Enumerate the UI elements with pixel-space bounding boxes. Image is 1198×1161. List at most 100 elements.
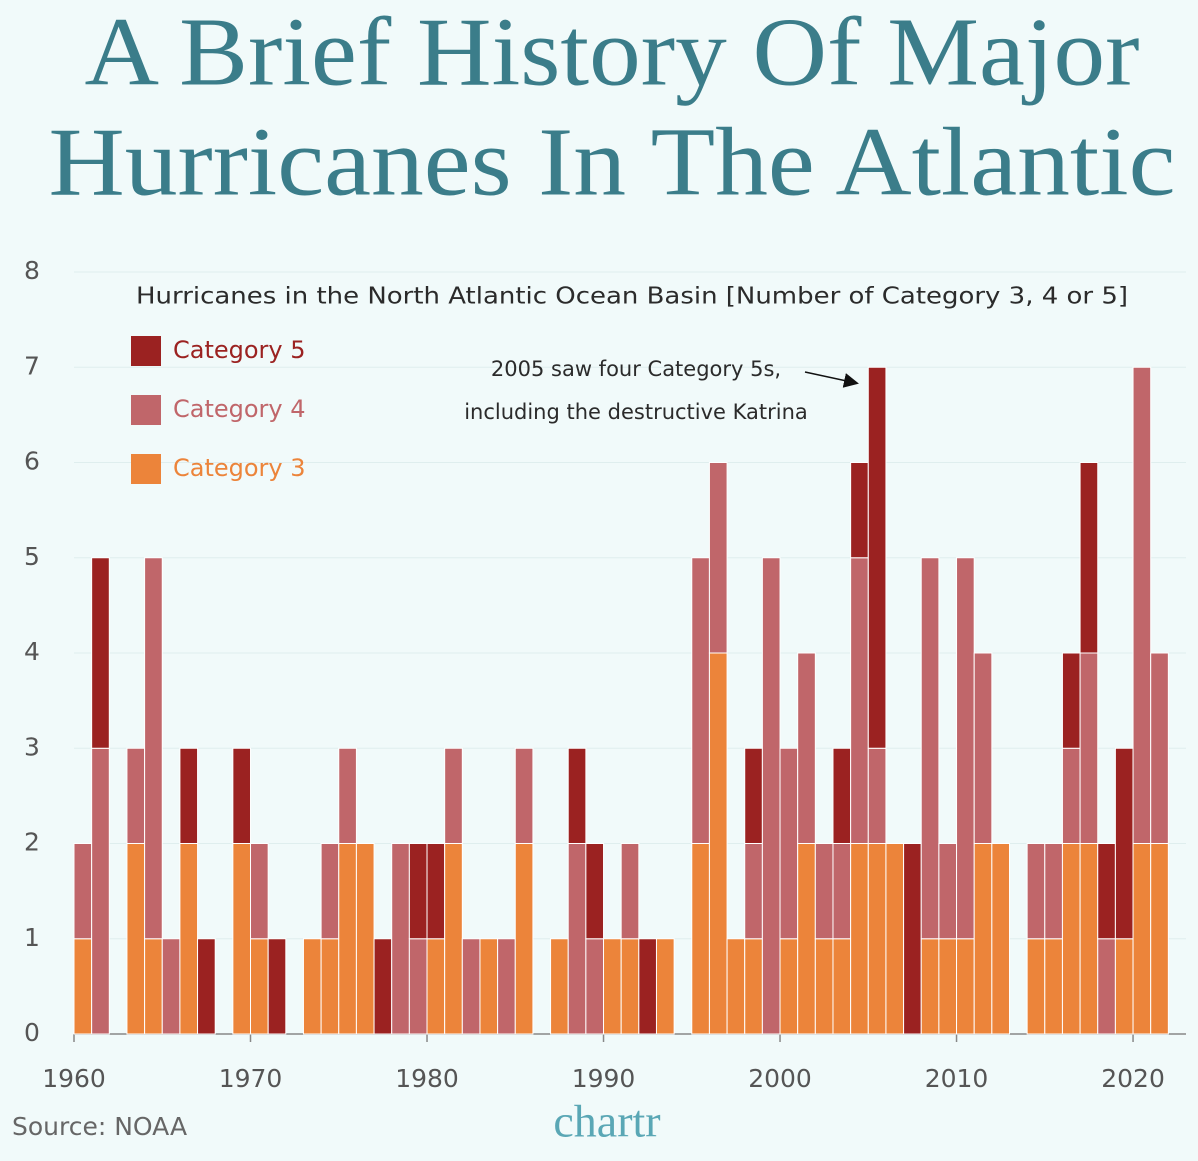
chart-title: A Brief History Of Major	[85, 0, 1140, 106]
bar-segment	[1079, 843, 1099, 1035]
bar-segment	[655, 938, 675, 1035]
bar-segment	[585, 843, 605, 940]
bar-segment	[126, 747, 146, 844]
bar-segment	[1061, 652, 1081, 749]
legend-swatch	[131, 336, 161, 366]
chart-title: Hurricanes In The Atlantic	[49, 108, 1176, 216]
bar-segment	[550, 938, 569, 1035]
bar-segment	[197, 938, 216, 1035]
bar-segment	[867, 843, 887, 1035]
bar-segment	[1097, 843, 1116, 940]
bar-segment	[514, 747, 534, 844]
bar-segment	[867, 366, 887, 749]
bar-segment	[408, 938, 428, 1035]
bar-segment	[708, 462, 728, 654]
bar-segment	[1044, 938, 1063, 1035]
bar-segment	[355, 843, 375, 1035]
bar-segment	[973, 652, 993, 844]
y-tick-label: 7	[24, 351, 40, 380]
bar-segment	[461, 938, 481, 1035]
bar-segment	[850, 462, 869, 559]
bar-segment	[91, 747, 110, 1035]
y-tick-label: 3	[24, 732, 40, 761]
bar-segment	[973, 843, 993, 1035]
bar-segment	[126, 843, 146, 1035]
bar-segment	[320, 938, 340, 1035]
bar-segment	[1026, 843, 1046, 940]
bar-segment	[1061, 843, 1081, 1035]
bar-segment	[744, 938, 763, 1035]
bar-segment	[779, 747, 799, 940]
bar-segment	[1079, 652, 1099, 844]
bar-segment	[991, 843, 1010, 1035]
bar-segment	[320, 843, 340, 940]
bar-segment	[232, 747, 252, 844]
bar-segment	[161, 938, 181, 1035]
y-tick-label: 0	[24, 1018, 40, 1047]
bar-segment	[779, 938, 799, 1035]
bar-segment	[832, 747, 852, 844]
bar-segment	[867, 747, 887, 844]
bar-segment	[250, 938, 269, 1035]
bar-segment	[832, 938, 852, 1035]
bar-segment	[391, 843, 410, 1035]
bar-segment	[1061, 747, 1081, 844]
legend-swatch	[131, 454, 161, 484]
bar-segment	[514, 843, 534, 1035]
x-tick-label: 1980	[395, 1064, 459, 1093]
bar-segment	[302, 938, 322, 1035]
bar-segment	[497, 938, 516, 1035]
legend-label: Category 4	[173, 395, 306, 423]
bar-segment	[638, 938, 657, 1035]
bar-segment	[73, 843, 93, 940]
bar-segment	[920, 557, 940, 940]
annotation: 2005 saw four Category 5s,	[491, 357, 781, 381]
bar-segment	[691, 843, 710, 1035]
bar-segment	[567, 747, 587, 844]
bar-segment	[144, 938, 163, 1035]
bar-segment	[1114, 747, 1134, 940]
bar-segment	[1150, 652, 1169, 844]
bar-segment	[1150, 843, 1169, 1035]
bar-segment	[691, 557, 710, 844]
bar-segment	[797, 843, 816, 1035]
bar-segment	[708, 652, 728, 1035]
bar-segment	[761, 557, 781, 1035]
y-tick-label: 8	[24, 256, 40, 285]
bar-segment	[585, 938, 605, 1035]
bar-segment	[938, 843, 958, 940]
bar-segment	[832, 843, 852, 940]
bar-segment	[1132, 843, 1152, 1035]
bar-segment	[726, 938, 746, 1035]
bar-segment	[373, 938, 393, 1035]
bar-segment	[620, 843, 640, 940]
bar-segment	[956, 938, 975, 1035]
x-tick-label: 1970	[219, 1064, 283, 1093]
bar-segment	[956, 557, 975, 940]
bar-segment	[267, 938, 287, 1035]
y-tick-label: 4	[24, 637, 40, 666]
x-tick-label: 1960	[42, 1064, 106, 1093]
annotation-arrow	[804, 371, 859, 388]
bar-segment	[1114, 938, 1134, 1035]
x-tick-label: 2000	[748, 1064, 812, 1093]
bar-segment	[620, 938, 640, 1035]
bar-segment	[1132, 366, 1152, 844]
x-tick-label: 2010	[925, 1064, 989, 1093]
bar-segment	[744, 747, 763, 844]
legend-label: Category 5	[173, 336, 306, 364]
bar-segment	[179, 747, 199, 844]
bar-segment	[232, 843, 252, 1035]
bar-segment	[797, 652, 816, 844]
bar-segment	[250, 843, 269, 940]
bar-segment	[338, 747, 357, 844]
bar-segment	[91, 557, 110, 749]
bar-segment	[444, 747, 463, 844]
bar-segment	[814, 938, 834, 1035]
bar-segment	[885, 843, 905, 1035]
annotation: including the destructive Katrina	[464, 400, 808, 424]
bar-segment	[408, 843, 428, 940]
source: Source: NOAA	[12, 1112, 187, 1141]
y-tick-label: 1	[24, 923, 40, 952]
